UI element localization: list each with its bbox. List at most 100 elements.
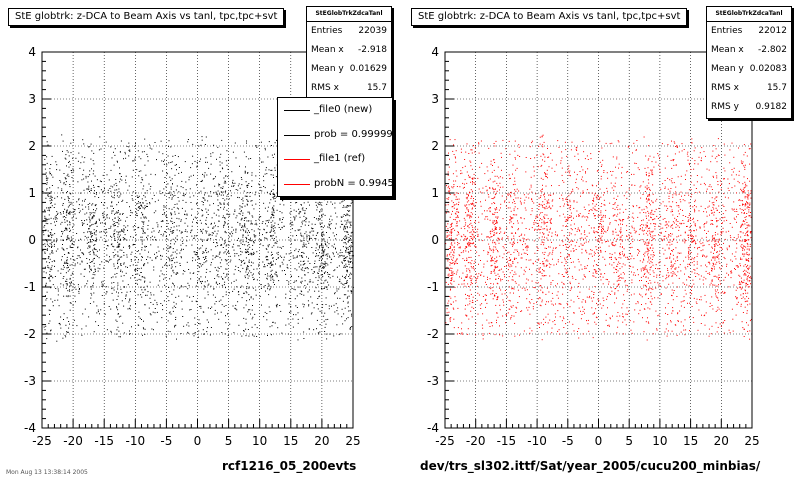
scatter-point — [338, 288, 340, 290]
scatter-point — [547, 156, 549, 158]
scatter-point — [67, 197, 69, 199]
scatter-point — [196, 301, 198, 303]
scatter-point — [351, 197, 352, 199]
scatter-point — [272, 193, 274, 195]
scatter-point — [269, 326, 271, 328]
scatter-point — [659, 171, 661, 173]
scatter-point — [148, 183, 150, 185]
scatter-point — [97, 311, 99, 313]
scatter-point — [100, 222, 101, 224]
scatter-point — [544, 207, 546, 209]
scatter-point — [267, 283, 269, 285]
scatter-point — [542, 146, 544, 148]
scatter-point — [105, 229, 107, 231]
scatter-point — [680, 321, 682, 323]
scatter-point — [514, 150, 516, 152]
scatter-point — [50, 275, 52, 277]
scatter-point — [224, 222, 226, 224]
scatter-point — [683, 149, 685, 150]
scatter-point — [690, 175, 692, 177]
scatter-point — [154, 174, 156, 176]
scatter-point — [260, 186, 262, 188]
scatter-point — [275, 274, 277, 276]
scatter-point — [91, 204, 93, 206]
scatter-point — [255, 220, 257, 222]
scatter-point — [242, 228, 244, 230]
scatter-point — [633, 258, 635, 260]
scatter-point — [205, 208, 207, 210]
scatter-point — [176, 249, 178, 251]
scatter-point — [292, 257, 294, 259]
scatter-point — [112, 299, 114, 301]
scatter-point — [696, 303, 698, 304]
scatter-point — [699, 241, 701, 243]
scatter-point — [347, 241, 349, 242]
scatter-point — [279, 246, 281, 248]
scatter-point — [746, 213, 748, 214]
scatter-point — [322, 231, 324, 233]
scatter-point — [49, 253, 51, 255]
scatter-point — [135, 143, 136, 145]
scatter-point — [638, 190, 640, 192]
scatter-point — [73, 209, 75, 210]
scatter-point — [190, 278, 192, 280]
scatter-point — [209, 234, 211, 236]
scatter-point — [45, 197, 47, 199]
scatter-point — [64, 334, 66, 336]
scatter-point — [573, 312, 575, 314]
scatter-point — [274, 322, 276, 324]
scatter-point — [89, 262, 91, 263]
scatter-point — [113, 255, 115, 256]
scatter-point — [680, 223, 682, 225]
scatter-point — [49, 200, 51, 202]
scatter-point — [345, 263, 347, 265]
scatter-point — [691, 235, 693, 237]
scatter-point — [581, 314, 583, 315]
scatter-point — [239, 213, 241, 215]
scatter-point — [135, 303, 136, 304]
scatter-point — [114, 154, 116, 156]
scatter-point — [166, 173, 168, 175]
scatter-point — [242, 214, 244, 216]
scatter-point — [660, 231, 662, 233]
scatter-point — [101, 285, 103, 287]
scatter-point — [105, 141, 107, 143]
scatter-point — [50, 164, 52, 165]
scatter-point — [526, 247, 528, 249]
scatter-point — [309, 204, 310, 206]
scatter-point — [214, 278, 216, 279]
scatter-point — [263, 286, 265, 288]
scatter-point — [350, 224, 352, 226]
scatter-point — [451, 229, 453, 231]
scatter-point — [207, 239, 208, 241]
scatter-point — [163, 213, 165, 215]
scatter-point — [723, 242, 724, 244]
y-tick-label: -2 — [24, 327, 36, 341]
scatter-point — [187, 141, 189, 143]
scatter-point — [591, 184, 593, 186]
scatter-point — [93, 232, 95, 234]
scatter-point — [716, 220, 718, 222]
scatter-point — [450, 297, 452, 299]
scatter-point — [95, 321, 97, 323]
scatter-point — [62, 216, 64, 218]
scatter-point — [69, 277, 71, 279]
scatter-point — [115, 333, 117, 335]
scatter-point — [319, 265, 321, 267]
scatter-point — [274, 142, 276, 144]
scatter-point — [207, 284, 209, 286]
scatter-point — [168, 257, 170, 259]
scatter-point — [672, 249, 674, 250]
scatter-point — [453, 327, 455, 329]
scatter-point — [253, 253, 255, 255]
scatter-point — [589, 295, 591, 297]
scatter-point — [111, 292, 113, 294]
scatter-point — [640, 185, 642, 187]
scatter-point — [44, 266, 46, 268]
scatter-point — [543, 318, 545, 320]
scatter-point — [113, 265, 115, 267]
scatter-point — [51, 185, 53, 186]
scatter-point — [713, 238, 715, 240]
scatter-point — [330, 262, 332, 264]
scatter-point — [664, 264, 666, 266]
